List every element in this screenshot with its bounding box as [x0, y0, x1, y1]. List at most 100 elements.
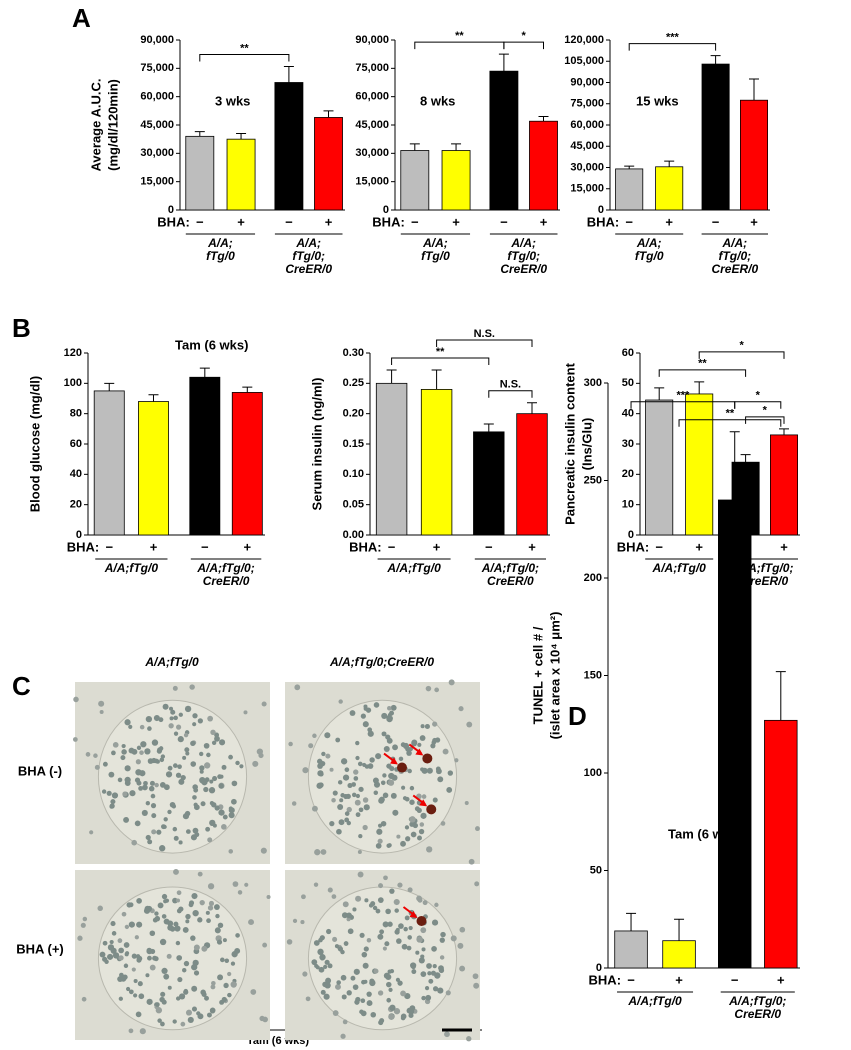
nucleus — [136, 745, 142, 751]
nucleus — [338, 819, 345, 826]
nucleus — [174, 925, 181, 932]
nucleus — [139, 770, 146, 777]
nucleus — [332, 1010, 339, 1016]
nucleus — [378, 883, 384, 889]
nucleus — [176, 724, 182, 730]
bha-label: BHA: — [589, 972, 622, 987]
nucleus — [439, 937, 445, 943]
arrow-head — [390, 757, 398, 765]
bha-sign: + — [433, 539, 441, 554]
group-label: fTg/0 — [421, 249, 450, 263]
nucleus — [243, 710, 248, 715]
nucleus — [360, 998, 366, 1004]
nucleus — [173, 921, 179, 927]
y-tick-label: 90,000 — [570, 76, 604, 88]
bha-sign: − — [388, 539, 396, 554]
nucleus — [373, 968, 379, 974]
nucleus — [403, 926, 408, 932]
bar — [138, 401, 169, 536]
y-tick-label: 90,000 — [355, 34, 389, 46]
nucleus — [124, 765, 131, 772]
nucleus — [227, 992, 232, 998]
nucleus — [146, 998, 153, 1005]
nucleus — [355, 812, 361, 818]
nucleus — [110, 947, 117, 954]
nucleus — [192, 959, 199, 966]
nucleus — [149, 964, 156, 971]
nucleus — [221, 824, 227, 830]
arrow-head — [419, 799, 428, 807]
group-label: A/A;fTg/0 — [652, 561, 707, 575]
nucleus — [167, 765, 173, 771]
nucleus — [163, 973, 170, 980]
nucleus — [472, 973, 479, 980]
nucleus — [329, 820, 335, 827]
nucleus — [139, 750, 144, 755]
nucleus — [347, 928, 354, 935]
group-label: A/A; — [295, 236, 321, 250]
significance-label: ** — [726, 408, 735, 420]
bar — [400, 150, 430, 211]
nucleus — [166, 953, 172, 959]
nucleus — [435, 766, 441, 772]
nucleus — [340, 949, 345, 955]
nucleus — [182, 755, 187, 760]
column-label: A/A;fTg/0;CreER/0 — [329, 655, 434, 669]
tunel-cell — [422, 753, 433, 764]
bha-sign: + — [452, 214, 460, 229]
nucleus — [361, 979, 366, 985]
nucleus — [344, 767, 350, 773]
nucleus — [178, 712, 183, 717]
nucleus — [386, 981, 392, 988]
nucleus — [169, 706, 174, 711]
nucleus — [81, 996, 87, 1002]
nucleus — [396, 938, 402, 944]
nucleus — [358, 807, 364, 813]
nucleus — [390, 704, 397, 711]
nucleus — [131, 967, 136, 972]
nucleus — [172, 1019, 177, 1024]
nucleus — [402, 742, 410, 750]
nucleus — [137, 981, 143, 987]
nucleus — [389, 1004, 396, 1011]
nucleus — [417, 835, 422, 841]
group-label: A/A;fTg/0; — [481, 561, 539, 575]
error-bar — [323, 110, 334, 118]
nucleus — [182, 926, 189, 933]
nucleus — [155, 1002, 160, 1007]
nucleus — [370, 1011, 377, 1018]
nucleus — [357, 871, 364, 878]
nucleus — [324, 982, 331, 989]
nucleus — [232, 881, 239, 887]
nucleus — [389, 766, 395, 772]
column-label: A/A;fTg/0 — [144, 655, 199, 669]
nucleus — [151, 757, 157, 764]
y-tick-label: 75,000 — [570, 98, 604, 110]
nucleus — [464, 801, 469, 806]
group-label: A/A;fTg/0; — [196, 561, 254, 575]
nucleus — [407, 935, 412, 940]
significance-bracket — [436, 339, 533, 347]
y-tick-label: 75,000 — [355, 62, 389, 74]
nucleus — [208, 787, 216, 794]
nucleus — [372, 777, 379, 784]
nucleus — [319, 955, 325, 961]
nucleus — [162, 703, 169, 710]
bar — [701, 63, 730, 211]
nucleus — [145, 973, 150, 978]
nucleus — [325, 753, 331, 759]
nucleus — [363, 946, 369, 952]
bha-sign: + — [750, 214, 758, 229]
nucleus — [207, 715, 214, 722]
nucleus — [390, 792, 397, 799]
nucleus — [107, 953, 114, 960]
nucleus — [408, 1008, 415, 1015]
group-label: CreER/0 — [203, 574, 250, 588]
group-label: A/A; — [510, 236, 536, 250]
nucleus — [192, 713, 198, 719]
annotation: 15 wks — [636, 93, 679, 108]
nucleus — [430, 743, 436, 749]
nucleus — [192, 827, 199, 834]
y-tick-label: 0.30 — [343, 347, 364, 359]
significance-bracket — [628, 43, 717, 51]
